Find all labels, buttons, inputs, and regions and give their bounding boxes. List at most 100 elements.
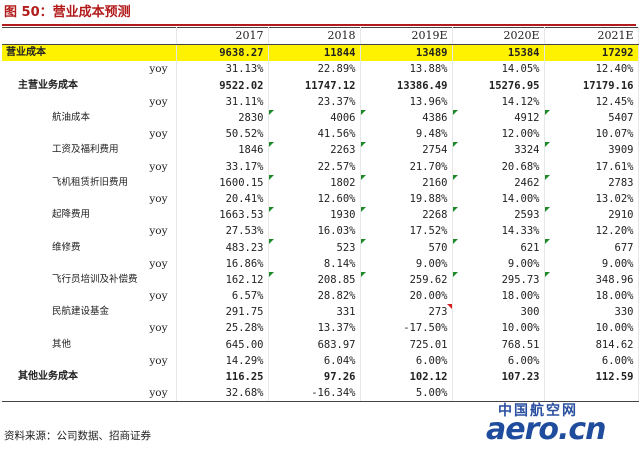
table-row: yoy 25.28% 13.37% -17.50% 10.00% 10.00% — [2, 320, 639, 337]
cell: 13386.49 — [360, 77, 453, 94]
note-marker-icon — [268, 239, 274, 245]
cell-value: 621 — [520, 241, 540, 254]
cell: 25.28% — [176, 320, 269, 337]
cell: 12.60% — [268, 190, 361, 208]
table-row: 工资及福利费用 1846 2263 2754 3324 3909 — [2, 142, 639, 159]
cell-value: 2268 — [422, 209, 448, 222]
cell: 9.48% — [360, 126, 453, 143]
cell: 1930 — [268, 207, 361, 224]
cell-value: 2160 — [422, 176, 448, 189]
cell: 13.37% — [268, 320, 361, 337]
cell: 16.86% — [176, 255, 269, 272]
cell: 27.53% — [176, 223, 269, 240]
cell: 10.07% — [544, 126, 639, 143]
cell: 2830 — [176, 109, 269, 127]
cell: 330 — [544, 304, 639, 321]
row-label: 营业成本 — [2, 44, 177, 62]
cell: 570 — [360, 239, 453, 256]
cell-value: 348.96 — [595, 273, 634, 286]
row-label: yoy — [2, 93, 177, 110]
table-row: yoy 20.41% 12.60% 19.88% 14.00% 13.02% — [2, 190, 639, 208]
cell: 116.25 — [176, 368, 269, 386]
cell: 4912 — [452, 109, 545, 127]
note-marker-icon — [360, 142, 366, 148]
cell: 13.88% — [360, 61, 453, 78]
cell: 6.00% — [544, 352, 639, 369]
table-row: 航油成本 2830 4006 4386 4912 5407 — [2, 109, 639, 127]
cell: 15384 — [452, 44, 545, 62]
cell-value: 5407 — [608, 112, 634, 125]
row-label: 航油成本 — [2, 109, 177, 127]
cell: 33.17% — [176, 158, 269, 175]
note-marker-icon — [452, 239, 458, 245]
note-marker-icon — [544, 239, 550, 245]
cell: 295.73 — [452, 271, 545, 288]
cell — [544, 385, 639, 403]
note-marker-icon — [268, 174, 274, 180]
cell: 18.00% — [544, 288, 639, 305]
table-row: 维修费 483.23 523 570 621 677 — [2, 239, 639, 256]
cell: 4386 — [360, 109, 453, 127]
row-label: yoy — [2, 61, 177, 78]
header-year: 2017 — [176, 26, 269, 46]
cell: 21.70% — [360, 158, 453, 175]
row-label: yoy — [2, 255, 177, 272]
row-label: 其他 — [2, 336, 177, 353]
cell: 32.68% — [176, 385, 269, 403]
cell: 4006 — [268, 109, 361, 127]
cell-value: 523 — [336, 241, 356, 254]
cell: 28.82% — [268, 288, 361, 305]
cell: 725.01 — [360, 336, 453, 353]
cell: 1846 — [176, 142, 269, 159]
cell: 102.12 — [360, 368, 453, 386]
cell: 291.75 — [176, 304, 269, 321]
cell: 483.23 — [176, 239, 269, 256]
cell-value: 2263 — [330, 144, 356, 157]
cell: 6.04% — [268, 352, 361, 369]
header-label — [2, 26, 177, 46]
cell: 2754 — [360, 142, 453, 159]
table-row: 营业成本 9638.27 11844 13489 15384 17292 — [2, 44, 639, 62]
row-label: yoy — [2, 320, 177, 337]
cell: 19.88% — [360, 190, 453, 208]
watermark-logo: 中国航空网 aero.cn — [486, 400, 636, 448]
note-marker-icon — [360, 109, 366, 115]
cell-value: 2910 — [608, 209, 634, 222]
cell: 8.14% — [268, 255, 361, 272]
cell-value: 2593 — [514, 209, 540, 222]
title-rule — [2, 24, 636, 26]
cell: 41.56% — [268, 126, 361, 143]
table-row: 其他业务成本 116.25 97.26 102.12 107.23 112.59 — [2, 368, 639, 386]
cell: 9.00% — [452, 255, 545, 272]
row-label: 民航建设基金 — [2, 304, 177, 321]
cell-value: 3324 — [514, 144, 540, 157]
cell: 13.96% — [360, 93, 453, 110]
cell-value: 2783 — [608, 176, 634, 189]
cell: 31.13% — [176, 61, 269, 78]
table-row: 起降费用 1663.53 1930 2268 2593 2910 — [2, 207, 639, 224]
table-row: yoy 16.86% 8.14% 9.00% 9.00% 9.00% — [2, 255, 639, 272]
table-row: yoy 6.57% 28.82% 20.00% 18.00% 18.00% — [2, 288, 639, 305]
header-year: 2020E — [452, 26, 545, 46]
note-marker-icon — [360, 271, 366, 277]
cell: 9.00% — [360, 255, 453, 272]
cell: 273 — [360, 304, 453, 321]
cell — [452, 385, 545, 403]
cell-value: 4912 — [514, 112, 540, 125]
cell: 2268 — [360, 207, 453, 224]
cell: 14.12% — [452, 93, 545, 110]
cell: 331 — [268, 304, 361, 321]
cell: 31.11% — [176, 93, 269, 110]
note-marker-icon — [544, 174, 550, 180]
cell: 208.85 — [268, 271, 361, 288]
table-row: yoy 14.29% 6.04% 6.00% 6.00% 6.00% — [2, 352, 639, 369]
cell: 22.89% — [268, 61, 361, 78]
cell: 6.00% — [452, 352, 545, 369]
cell-value: 1930 — [330, 209, 356, 222]
cell: 300 — [452, 304, 545, 321]
cell: 2462 — [452, 174, 545, 191]
cell: 12.20% — [544, 223, 639, 240]
cell-value: 4386 — [422, 112, 448, 125]
table-row: 飞行员培训及补偿费 162.12 208.85 259.62 295.73 34… — [2, 271, 639, 288]
cell-value: 4006 — [330, 112, 356, 125]
